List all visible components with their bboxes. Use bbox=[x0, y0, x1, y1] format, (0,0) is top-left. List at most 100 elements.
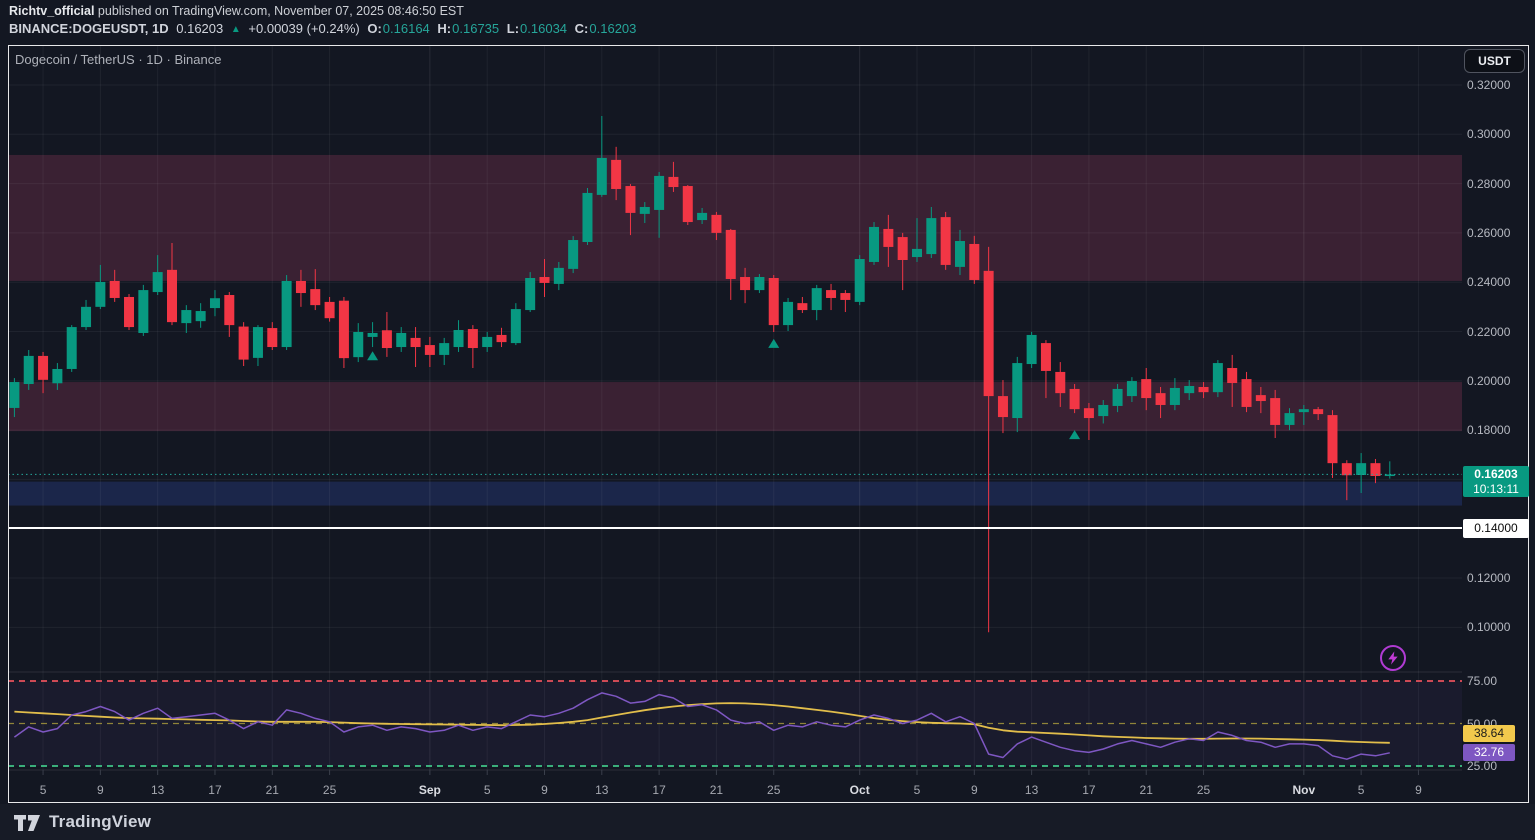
rsi-value-label: 32.76 bbox=[1463, 744, 1515, 762]
candle-body bbox=[195, 311, 206, 322]
price-tick-label: 0.10000 bbox=[1467, 620, 1511, 635]
chart-legend-title[interactable]: Dogecoin / TetherUS · 1D · Binance bbox=[15, 52, 222, 67]
candle-body bbox=[1098, 404, 1109, 417]
candle-body bbox=[826, 290, 837, 298]
time-tick-month-label: Sep bbox=[418, 783, 441, 797]
candle-body bbox=[1126, 381, 1137, 397]
candle-body bbox=[725, 229, 736, 279]
candle-body bbox=[840, 293, 851, 300]
candle-body bbox=[1356, 463, 1367, 475]
byline-text: published on TradingView.com, November 0… bbox=[94, 4, 464, 18]
price-tick-label: 0.20000 bbox=[1467, 373, 1511, 388]
lightning-bolt-icon bbox=[1388, 651, 1398, 665]
candle-body bbox=[181, 310, 192, 324]
candle-body bbox=[1012, 363, 1023, 419]
candle-body bbox=[525, 277, 536, 311]
candle-body bbox=[439, 343, 450, 355]
time-tick-label: 21 bbox=[265, 783, 279, 797]
candle-body bbox=[1284, 413, 1295, 425]
time-tick-label: 5 bbox=[913, 783, 921, 797]
candle-body bbox=[940, 217, 951, 265]
time-tick-label: 25 bbox=[322, 783, 337, 797]
horizontal-ray-price-label: 0.14000 bbox=[1463, 518, 1529, 538]
candle-body bbox=[224, 295, 235, 326]
price-tick-label: 0.24000 bbox=[1467, 275, 1511, 290]
symbol-info-bar[interactable]: BINANCE:DOGEUSDT, 1D 0.16203 ▲ +0.00039 … bbox=[9, 21, 640, 36]
open-label: O: bbox=[367, 21, 382, 36]
candle-body bbox=[510, 309, 521, 344]
current-price-value: 0.16203 bbox=[1474, 467, 1518, 482]
low-label: L: bbox=[506, 21, 520, 36]
candle-body bbox=[424, 345, 435, 355]
candle-body bbox=[1270, 398, 1281, 425]
candle-body bbox=[453, 330, 464, 348]
tradingview-logo-icon[interactable] bbox=[14, 810, 41, 834]
high-value: 0.16735 bbox=[452, 21, 500, 36]
boost-flash-button[interactable] bbox=[1380, 645, 1406, 671]
candle-body bbox=[1069, 388, 1080, 410]
time-tick-label: 21 bbox=[1139, 783, 1153, 797]
candle-body bbox=[152, 272, 163, 293]
current-price-label: 0.16203 10:13:11 bbox=[1463, 466, 1529, 498]
candle-body bbox=[783, 301, 794, 326]
candle-body bbox=[166, 269, 177, 323]
candle-body bbox=[1083, 408, 1094, 419]
zone-navy bbox=[8, 481, 1462, 506]
low-value: 0.16034 bbox=[520, 21, 568, 36]
time-tick-label: 21 bbox=[709, 783, 724, 797]
candle-body bbox=[1141, 379, 1152, 399]
time-tick-label: 13 bbox=[150, 783, 165, 797]
candle-body bbox=[124, 296, 135, 328]
rsi-tick-label: 75.00 bbox=[1467, 674, 1498, 688]
candle-body bbox=[338, 300, 349, 359]
candle-body bbox=[639, 206, 650, 214]
candle-body bbox=[1227, 367, 1238, 384]
candle-body bbox=[811, 288, 822, 311]
close-value: 0.16203 bbox=[589, 21, 637, 36]
candle-body bbox=[897, 237, 908, 260]
candle-body bbox=[553, 267, 564, 284]
candle-body bbox=[1384, 474, 1395, 477]
candle-body bbox=[1055, 371, 1066, 394]
candle-body bbox=[1184, 385, 1195, 394]
candle-body bbox=[281, 280, 292, 348]
time-tick-month-label: Oct bbox=[849, 783, 870, 797]
price-tick-label: 0.22000 bbox=[1467, 324, 1511, 339]
time-tick-label: 17 bbox=[652, 783, 666, 797]
tradingview-brand-text[interactable]: TradingView bbox=[49, 812, 152, 831]
candle-body bbox=[912, 248, 923, 258]
candle-body bbox=[209, 298, 220, 309]
candle-body bbox=[1327, 415, 1338, 464]
candle-body bbox=[1169, 387, 1180, 405]
candle-body bbox=[52, 368, 63, 384]
time-tick-label: 5 bbox=[39, 783, 47, 797]
bar-countdown: 10:13:11 bbox=[1473, 482, 1519, 497]
candle-body bbox=[754, 277, 765, 291]
buy-triangle-marker bbox=[1069, 430, 1081, 440]
currency-toggle-button[interactable]: USDT bbox=[1464, 49, 1525, 73]
time-tick-label: 5 bbox=[483, 783, 491, 797]
candle-body bbox=[482, 336, 493, 348]
candle-body bbox=[596, 157, 607, 195]
candle-body bbox=[9, 382, 20, 408]
time-tick-label: 13 bbox=[1024, 783, 1039, 797]
candle-body bbox=[95, 281, 106, 307]
candle-body bbox=[954, 241, 965, 267]
candle-body bbox=[1112, 388, 1123, 406]
time-tick-label: 13 bbox=[595, 783, 609, 797]
rsi-ma-value-label: 38.64 bbox=[1463, 724, 1515, 742]
candle-body bbox=[539, 277, 550, 283]
candle-body bbox=[238, 326, 249, 360]
candle-body bbox=[668, 176, 679, 188]
candle-body bbox=[252, 327, 263, 358]
time-tick-month-label: Nov bbox=[1292, 783, 1316, 797]
candle-body bbox=[367, 332, 378, 337]
candle-body bbox=[926, 218, 937, 255]
candle-body bbox=[568, 240, 579, 269]
candle-body bbox=[295, 280, 306, 294]
time-tick-label: 25 bbox=[767, 783, 781, 797]
time-tick-label: 25 bbox=[1196, 783, 1211, 797]
time-tick-label: 9 bbox=[970, 783, 978, 797]
